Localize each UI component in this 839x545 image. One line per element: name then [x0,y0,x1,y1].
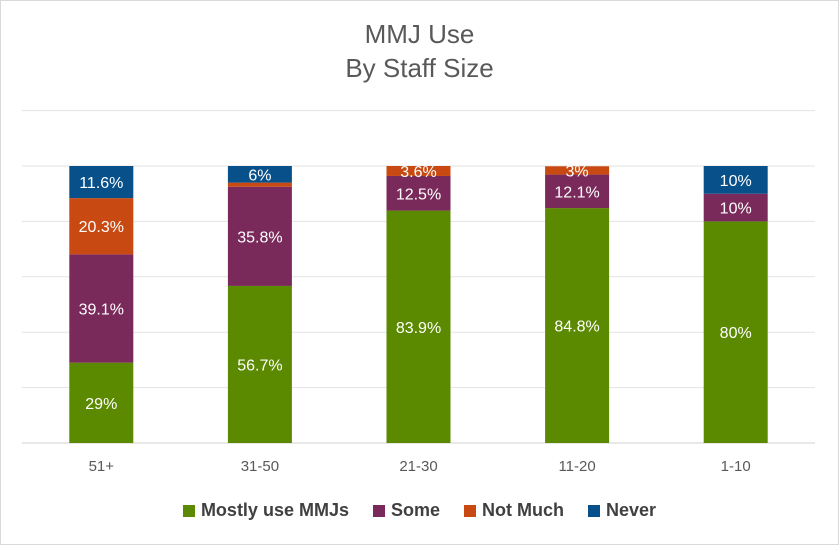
data-label: 6% [248,167,271,184]
data-label: 29% [85,396,117,413]
x-tick-label: 21-30 [399,458,437,475]
bar-segment [703,166,768,194]
bar-segment [227,182,292,187]
bar-segment [703,221,768,443]
bar-segment [227,186,292,286]
bar-segment [69,362,134,443]
data-label: 12.5% [396,186,441,203]
chart-title: MMJ Use [364,19,475,49]
data-label: 35.8% [237,229,282,246]
data-label: 3% [566,163,589,180]
legend-label: Mostly use MMJs [200,500,349,520]
legend-item: Never [588,500,656,521]
bar-segment [386,175,451,211]
x-tick-label: 11-20 [558,458,595,475]
data-label: 56.7% [237,357,282,374]
data-label: 10% [720,173,752,190]
legend-label: Some [390,500,441,520]
chart-legend: Mostly use MMJs Some Not Much Never [0,500,839,521]
data-label: 20.3% [79,219,124,236]
bar-segment [545,208,610,443]
bar-segment [386,166,451,176]
data-label: 84.8% [554,319,599,336]
x-tick-label: 31-50 [241,458,279,475]
legend-swatch [182,504,195,517]
data-label: 3.6% [400,164,436,181]
bar-segment [545,166,610,175]
x-tick-label: 51+ [89,458,115,475]
data-label: 83.9% [396,320,441,337]
x-tick-label: 1-10 [721,458,751,475]
bar-segment [545,174,610,209]
data-label: 10% [720,201,752,218]
legend-label: Never [606,500,657,520]
legend-swatch [588,504,600,517]
bar-segment [69,254,134,363]
bar-segment [69,198,134,255]
legend-item: Mostly use MMJs [182,500,349,521]
data-label: 12.1% [554,184,599,201]
data-label: 11.6% [79,175,123,192]
chart-subtitle: By Staff Size [345,53,494,83]
bar-segment [69,166,134,199]
legend-label: Not Much [482,500,564,520]
legend-swatch [464,504,477,517]
bar-segment [227,285,292,443]
legend-item: Some [372,500,441,521]
legend-item: Not Much [464,500,564,521]
data-label: 80% [720,325,752,342]
data-label: 39.1% [79,302,124,319]
legend-swatch [372,504,385,517]
bar-segment [703,193,768,222]
bar-segment [227,166,292,183]
bar-segment [386,210,451,443]
